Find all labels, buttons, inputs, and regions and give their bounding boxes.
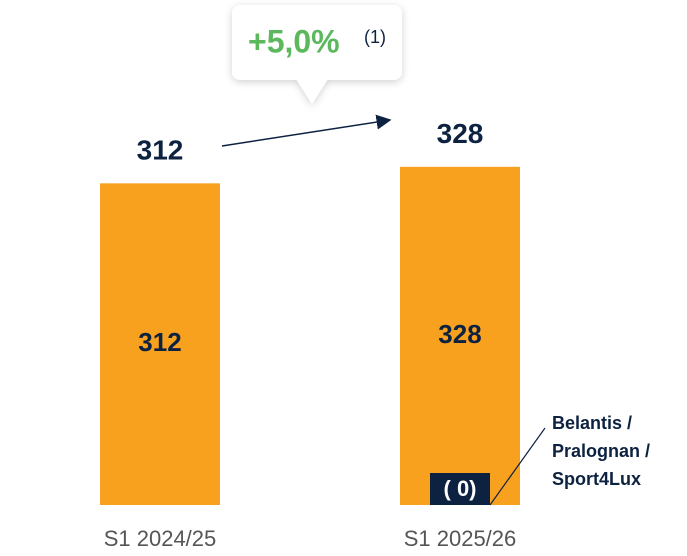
x-tick-label: S1 2025/26 [404, 526, 517, 551]
x-tick-label: S1 2024/25 [104, 526, 217, 551]
segment-label: ( 0) [444, 476, 477, 501]
total-label: 328 [437, 118, 484, 149]
bar-value-label: 328 [438, 319, 481, 349]
total-label: 312 [137, 135, 184, 166]
change-arrow [221, 114, 392, 147]
bar [400, 166, 520, 505]
segment-name: Belantis / Pralognan / Sport4Lux [552, 413, 650, 489]
bar-value-label: 312 [138, 327, 181, 357]
segment-label-box [430, 473, 490, 505]
callout [232, 5, 402, 104]
change-label: +5,0% [248, 23, 340, 59]
bar [100, 183, 220, 505]
leader-line [489, 427, 546, 506]
change-note: (1) [364, 27, 386, 47]
